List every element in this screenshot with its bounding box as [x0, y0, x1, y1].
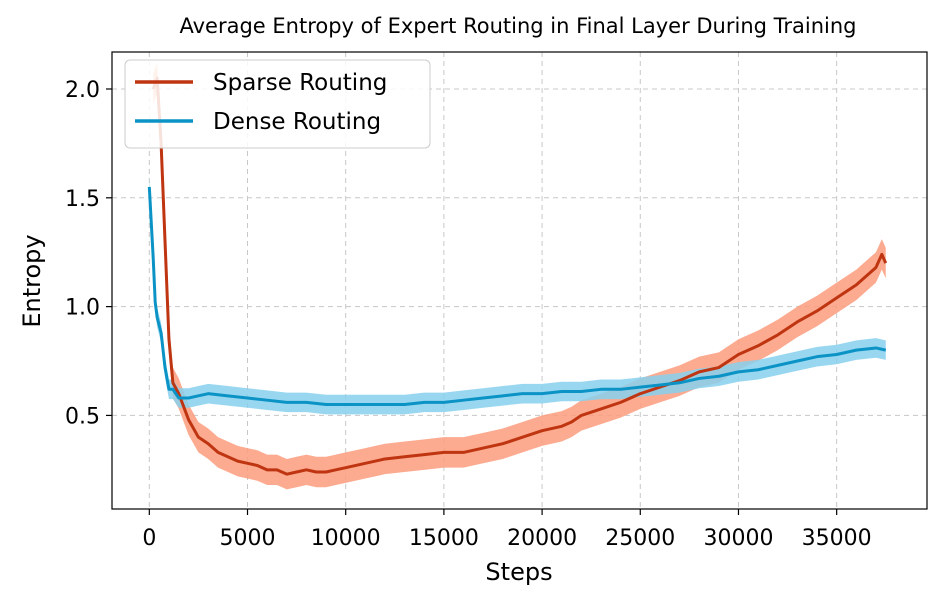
- y-tick-label: 0.5: [65, 404, 100, 429]
- plot-frame: [111, 51, 928, 510]
- chart-title: Average Entropy of Expert Routing in Fin…: [179, 14, 856, 38]
- y-tick-label: 1.0: [65, 296, 100, 321]
- x-tick-label: 20000: [507, 526, 577, 551]
- axis-ticks: 0 5000 10000 15000 20000 25000 30000 35000 0.5 1.…: [65, 78, 872, 551]
- x-axis-label: Steps: [485, 558, 552, 586]
- legend-sparse-label: Sparse Routing: [213, 70, 387, 96]
- y-tick-label: 2.0: [65, 78, 100, 103]
- legend-dense-label: Dense Routing: [213, 109, 381, 135]
- y-tick-label: 1.5: [65, 187, 100, 212]
- x-tick-label: 30000: [703, 526, 773, 551]
- dense-routing-band: [149, 177, 886, 415]
- confidence-bands: [149, 62, 886, 490]
- legend: Sparse Routing Dense Routing: [124, 59, 431, 149]
- x-tick-label: 35000: [802, 526, 872, 551]
- x-tick-label: 25000: [605, 526, 675, 551]
- sparse-routing-line: [151, 76, 888, 476]
- x-tick-label: 10000: [311, 526, 381, 551]
- y-axis-label: Entropy: [18, 234, 46, 327]
- series-lines: [147, 76, 888, 476]
- x-tick-label: 5000: [220, 526, 276, 551]
- dense-routing-line: [147, 186, 887, 407]
- legend-box: [124, 59, 431, 149]
- x-tick-label: 0: [142, 526, 156, 551]
- x-tick-label: 15000: [409, 526, 479, 551]
